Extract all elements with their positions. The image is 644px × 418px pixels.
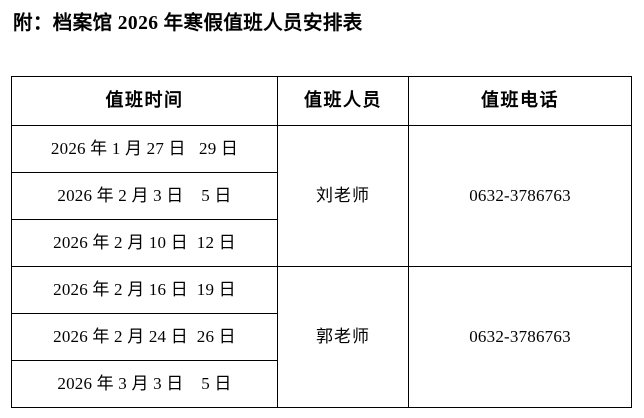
cell-duty-date: 2026 年 2 月 24 日 26 日 (11, 313, 278, 361)
cell-duty-date: 2026 年 3 月 3 日 5 日 (11, 360, 278, 408)
table-row: 2026 年 2 月 24 日 26 日 (11, 313, 632, 361)
cell-duty-date: 2026 年 1 月 27 日 29 日 (11, 125, 278, 173)
table-row: 2026 年 2 月 16 日 19 日 郭老师 0632-3786763 (11, 266, 632, 408)
cell-duty-staff: 刘老师 (277, 125, 409, 267)
cell-duty-date: 2026 年 2 月 16 日 19 日 (11, 266, 278, 314)
table-row: 2026 年 1 月 27 日 29 日 刘老师 0632-3786763 (11, 125, 632, 267)
table-header-row: 值班时间 值班人员 值班电话 (11, 76, 632, 126)
table-row: 2026 年 2 月 10 日 12 日 (11, 219, 632, 267)
cell-duty-phone: 0632-3786763 (408, 125, 632, 267)
column-header-duty-time: 值班时间 (11, 76, 278, 126)
table-row: 2026 年 3 月 3 日 5 日 (11, 360, 632, 408)
cell-duty-phone: 0632-3786763 (408, 266, 632, 408)
table-body: 2026 年 1 月 27 日 29 日 刘老师 0632-3786763 20… (11, 125, 632, 408)
cell-duty-date: 2026 年 2 月 10 日 12 日 (11, 219, 278, 267)
page-title: 附：档案馆 2026 年寒假值班人员安排表 (13, 13, 363, 34)
cell-duty-date: 2026 年 2 月 3 日 5 日 (11, 172, 278, 220)
table-row: 2026 年 2 月 3 日 5 日 (11, 172, 632, 220)
table-header: 值班时间 值班人员 值班电话 (11, 76, 632, 126)
duty-schedule-table: 值班时间 值班人员 值班电话 2026 年 1 月 27 日 29 日 刘老师 … (11, 76, 632, 408)
column-header-duty-staff: 值班人员 (277, 76, 409, 126)
column-header-duty-phone: 值班电话 (408, 76, 632, 126)
cell-duty-staff: 郭老师 (277, 266, 409, 408)
